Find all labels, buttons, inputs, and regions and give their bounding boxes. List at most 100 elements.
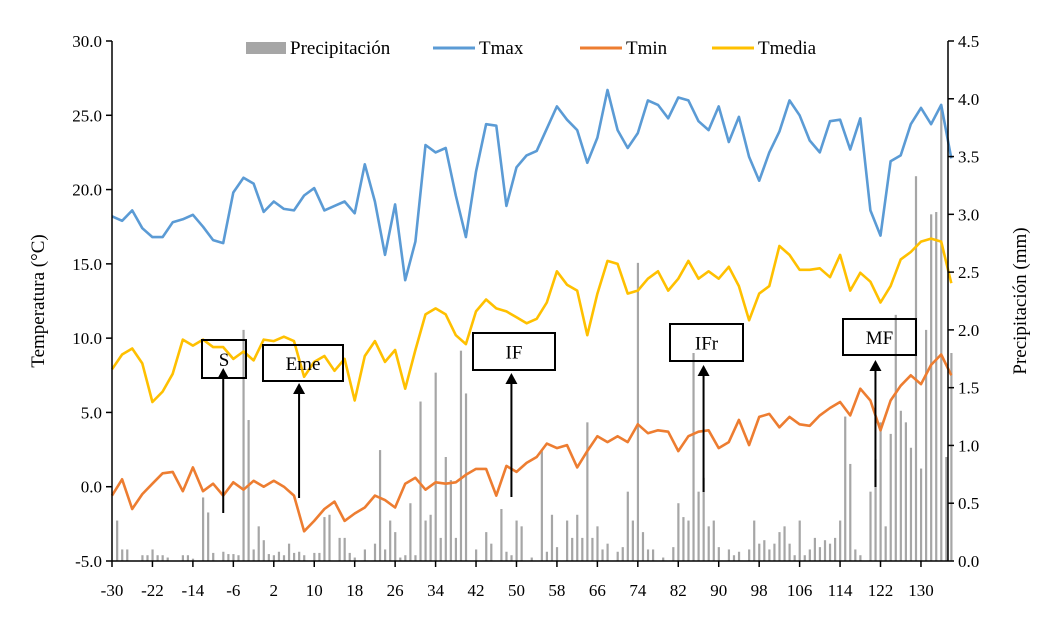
precipitation-bar — [702, 477, 705, 561]
precipitation-bar — [181, 555, 184, 561]
precipitation-bar — [788, 543, 791, 561]
precipitation-bar — [515, 520, 518, 561]
precipitation-bar — [732, 555, 736, 561]
precipitation-bar — [783, 526, 786, 561]
precipitation-bar — [682, 517, 685, 561]
precipitation-bar — [202, 497, 205, 561]
legend-label: Tmax — [479, 38, 524, 59]
x-tick-label: -6 — [226, 581, 240, 600]
precipitation-bar — [232, 554, 235, 561]
y2-tick-label: 4.0 — [958, 90, 979, 109]
precipitation-bar — [803, 555, 806, 561]
precipitation-bar — [687, 520, 690, 561]
precipitation-bar — [338, 537, 341, 561]
precipitation-bar — [889, 433, 892, 561]
precipitation-bar — [869, 491, 872, 561]
precipitation-bar — [272, 555, 275, 561]
precipitation-bar — [247, 420, 250, 561]
precipitation-bar — [823, 540, 827, 561]
precipitation-bar — [737, 551, 741, 561]
precipitation-bar — [793, 555, 796, 561]
precipitation-bar — [222, 551, 225, 561]
precipitation-bar — [414, 555, 417, 561]
legend: Precipitación Tmax Tmin Tmedia — [246, 38, 817, 59]
precipitation-bar — [399, 557, 402, 561]
precipitation-bar — [444, 457, 447, 561]
precipitation-bar — [773, 543, 776, 561]
precipitation-bar — [257, 526, 260, 561]
arrow-head-icon — [217, 368, 230, 379]
precipitation-bar — [348, 552, 351, 561]
precipitation-bar — [161, 555, 164, 561]
y-tick-label: 25.0 — [72, 106, 102, 125]
precipitation-bar — [156, 555, 159, 561]
y2-tick-label: 0.5 — [958, 494, 979, 513]
arrow-head-icon — [869, 360, 882, 371]
phenology-annotations: S Eme IF IFr MF — [201, 318, 917, 513]
precipitation-bar — [126, 549, 129, 561]
precipitation-bar — [186, 555, 190, 561]
precipitation-bar — [505, 551, 508, 561]
y2-tick-label: 4.5 — [958, 32, 979, 51]
annotation-box — [842, 318, 917, 356]
precipitation-bar — [373, 543, 377, 561]
precipitation-bar — [808, 549, 811, 561]
precipitation-bar — [854, 549, 857, 561]
y-tick-label: 10.0 — [72, 329, 102, 348]
precipitation-bar — [353, 557, 356, 561]
y2-axis-label: Precipitación (mm) — [1010, 227, 1031, 374]
x-tick-label: 106 — [787, 581, 813, 600]
precipitation-bar — [591, 537, 594, 561]
precipitation-bar — [121, 549, 124, 561]
annotation-box — [262, 344, 344, 382]
precipitation-bar — [651, 549, 655, 561]
arrow-head-icon — [697, 365, 710, 376]
precipitation-bar — [146, 555, 149, 561]
series-line-tmax — [111, 88, 953, 282]
precipitation-bar — [566, 520, 569, 561]
precipitation-bar — [874, 459, 877, 561]
legend-swatch-precipitacion — [246, 42, 286, 54]
annotation-label: IFr — [695, 334, 719, 355]
precipitation-bar — [212, 552, 215, 561]
y-tick-label: -5.0 — [75, 552, 102, 571]
temperature-lines — [110, 88, 953, 533]
y2-tick-label: 1.0 — [958, 436, 979, 455]
precipitation-bar — [454, 537, 458, 561]
x-tick-label: 58 — [548, 581, 565, 600]
precipitation-bar — [576, 514, 579, 561]
annotation-label: MF — [866, 328, 893, 349]
precipitation-bar — [753, 520, 756, 561]
precipitation-bar — [520, 526, 523, 561]
precipitation-bar — [601, 549, 604, 561]
x-tick-label: 90 — [710, 581, 727, 600]
precipitation-bar — [778, 532, 781, 561]
precipitation-bar — [884, 526, 887, 561]
x-tick-label: 74 — [629, 581, 647, 600]
precipitation-bar — [540, 451, 543, 561]
precipitation-bar — [439, 537, 442, 561]
x-tick-label: 66 — [589, 581, 606, 600]
precipitation-bar — [318, 552, 321, 561]
precipitation-bar — [904, 422, 907, 561]
precipitation-bar — [677, 503, 680, 561]
precipitation-bar — [313, 552, 316, 561]
precipitation-bar — [950, 353, 953, 561]
precipitation-bar — [672, 547, 675, 561]
precipitation-bar — [935, 212, 938, 561]
legend-label: Tmin — [626, 38, 668, 59]
precipitation-bar — [849, 463, 852, 561]
precipitation-bar — [616, 551, 619, 561]
x-tick-label: 114 — [828, 581, 853, 600]
precipitation-bar — [419, 401, 422, 561]
precipitation-bar — [621, 547, 624, 561]
precipitation-bar — [298, 551, 301, 561]
arrow-head-icon — [505, 373, 518, 384]
precipitation-bar — [394, 532, 397, 561]
x-tick-label: 50 — [508, 581, 525, 600]
precipitation-bar — [758, 543, 761, 561]
precipitation-bar — [141, 555, 144, 561]
precipitation-bar — [510, 555, 513, 561]
precipitation-bar — [303, 555, 306, 561]
precipitation-bar — [919, 468, 923, 561]
